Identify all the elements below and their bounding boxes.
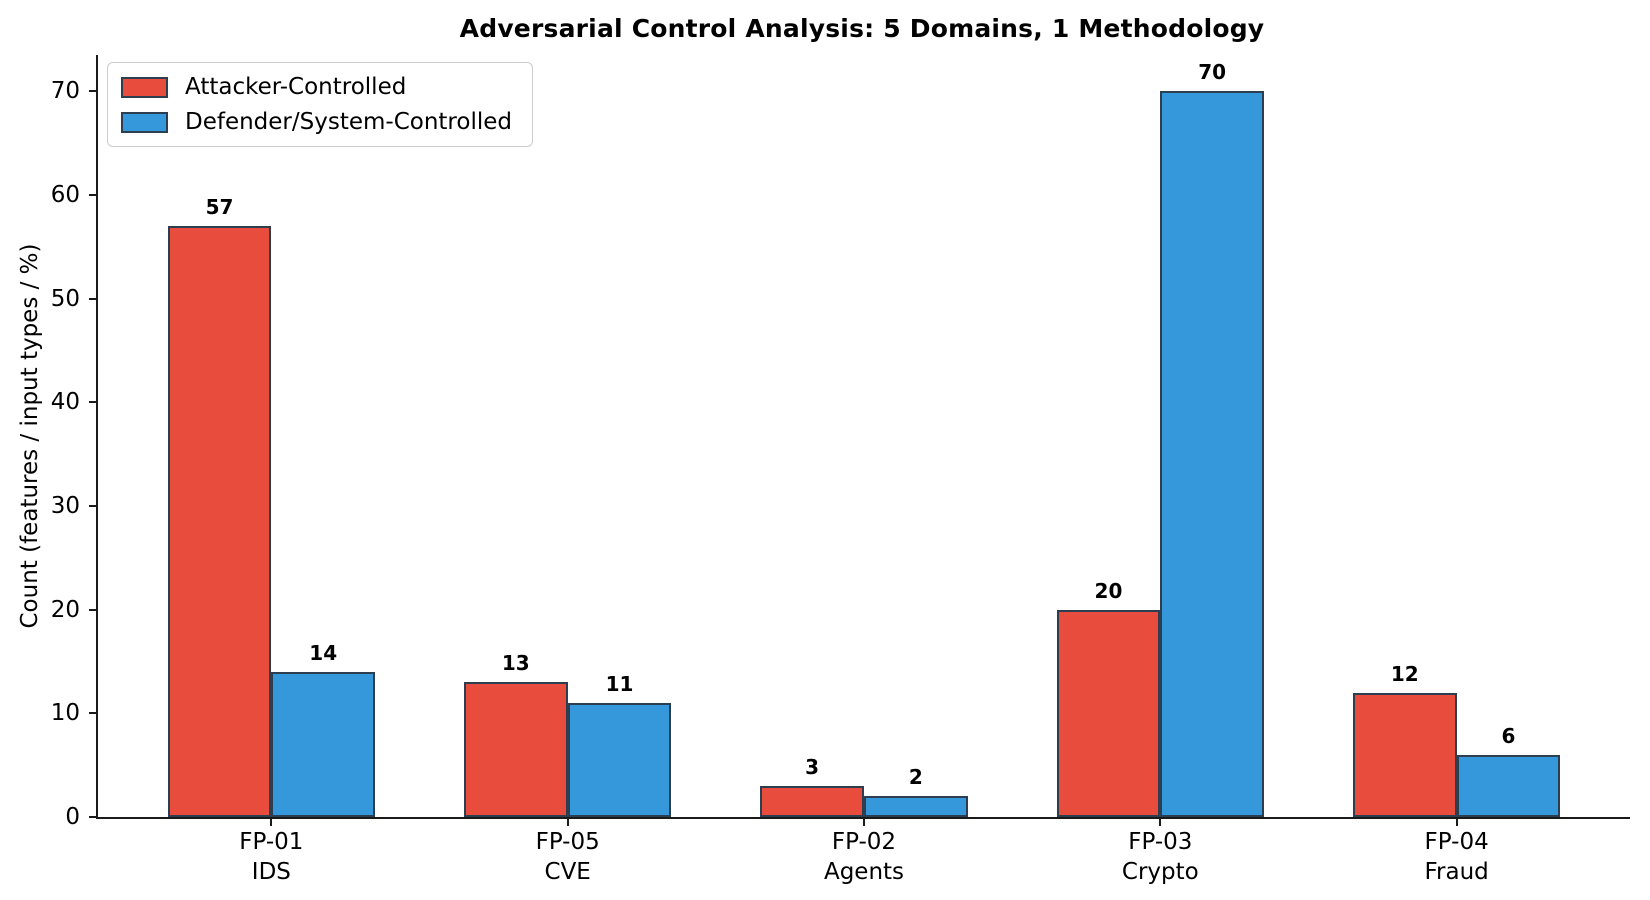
value-label-attacker-fp-01: 57 (205, 195, 234, 220)
value-label-defender-fp-05: 11 (605, 671, 634, 696)
ytick-label-50: 50 (50, 285, 80, 312)
xtick-mark-fp-02 (863, 819, 865, 826)
bar-defender-fp-02 (864, 796, 968, 817)
value-label-attacker-fp-05: 13 (501, 651, 530, 676)
chart-title: Adversarial Control Analysis: 5 Domains,… (459, 14, 1265, 43)
legend-row-attacker: Attacker-Controlled (121, 74, 512, 100)
xtick-mark-fp-03 (1159, 819, 1162, 826)
ytick-label-60: 60 (50, 181, 80, 208)
ytick-label-20: 20 (50, 596, 80, 623)
ytick-label-40: 40 (50, 389, 80, 416)
value-label-defender-fp-04: 6 (1501, 723, 1516, 748)
bar-defender-fp-03 (1160, 91, 1265, 817)
ytick-mark-30 (89, 504, 96, 507)
xtick-label-fp-04: FP-04 Fraud (1424, 827, 1488, 887)
bar-attacker-fp-04 (1352, 692, 1457, 817)
ytick-mark-0 (89, 816, 96, 818)
bar-attacker-fp-05 (463, 682, 568, 817)
xtick-label-fp-05: FP-05 CVE (536, 827, 600, 887)
xtick-label-id-fp-04: FP-04 (1424, 829, 1489, 855)
xtick-mark-fp-05 (566, 819, 569, 826)
xtick-label-domain-fp-03: Crypto (1121, 859, 1199, 885)
value-label-attacker-fp-02: 3 (805, 754, 820, 779)
ytick-mark-50 (89, 297, 96, 300)
xtick-label-fp-03: FP-03 Crypto (1122, 827, 1199, 887)
xtick-label-domain-fp-05: CVE (544, 859, 591, 885)
xtick-label-domain-fp-04: Fraud (1424, 859, 1489, 885)
ytick-label-10: 10 (50, 700, 80, 727)
xtick-label-id-fp-02: FP-02 (831, 829, 897, 855)
xtick-mark-fp-01 (270, 819, 273, 826)
xtick-label-fp-01: FP-01 IDS (239, 827, 303, 887)
bar-defender-fp-01 (271, 671, 376, 817)
attacker-swatch-icon (121, 76, 168, 98)
plot-area: Attacker-Controlled Defender/System-Cont… (51, 55, 1630, 885)
xtick-label-id-fp-03: FP-03 (1128, 829, 1193, 855)
legend: Attacker-Controlled Defender/System-Cont… (107, 62, 533, 147)
value-label-attacker-fp-04: 12 (1390, 661, 1419, 686)
ytick-mark-20 (89, 608, 96, 611)
bar-defender-fp-04 (1456, 754, 1561, 817)
ytick-label-0: 0 (65, 804, 80, 830)
ytick-label-70: 70 (50, 78, 80, 105)
value-label-defender-fp-03: 70 (1198, 60, 1227, 85)
xtick-label-domain-fp-02: Agents (823, 859, 905, 885)
legend-label-defender: Defender/System-Controlled (185, 109, 512, 135)
defender-swatch-icon (121, 111, 168, 133)
value-label-attacker-fp-03: 20 (1094, 578, 1123, 603)
legend-label-attacker: Attacker-Controlled (185, 74, 407, 100)
ytick-mark-60 (89, 193, 96, 196)
ytick-mark-10 (89, 712, 96, 715)
value-label-defender-fp-02: 2 (908, 765, 923, 790)
xtick-label-id-fp-05: FP-05 (535, 829, 600, 855)
bar-attacker-fp-02 (760, 785, 864, 817)
ytick-mark-70 (89, 90, 96, 93)
xtick-label-domain-fp-01: IDS (251, 859, 291, 885)
ytick-label-30: 30 (50, 492, 80, 519)
xtick-mark-fp-04 (1455, 819, 1458, 826)
bar-defender-fp-05 (567, 702, 672, 817)
legend-row-defender: Defender/System-Controlled (121, 109, 512, 135)
bar-attacker-fp-03 (1056, 609, 1161, 817)
xtick-label-id-fp-01: FP-01 (239, 829, 304, 855)
ytick-mark-40 (89, 401, 96, 404)
bar-attacker-fp-01 (167, 226, 272, 817)
xtick-label-fp-02: FP-02 Agents (824, 827, 904, 887)
value-label-defender-fp-01: 14 (309, 640, 338, 665)
